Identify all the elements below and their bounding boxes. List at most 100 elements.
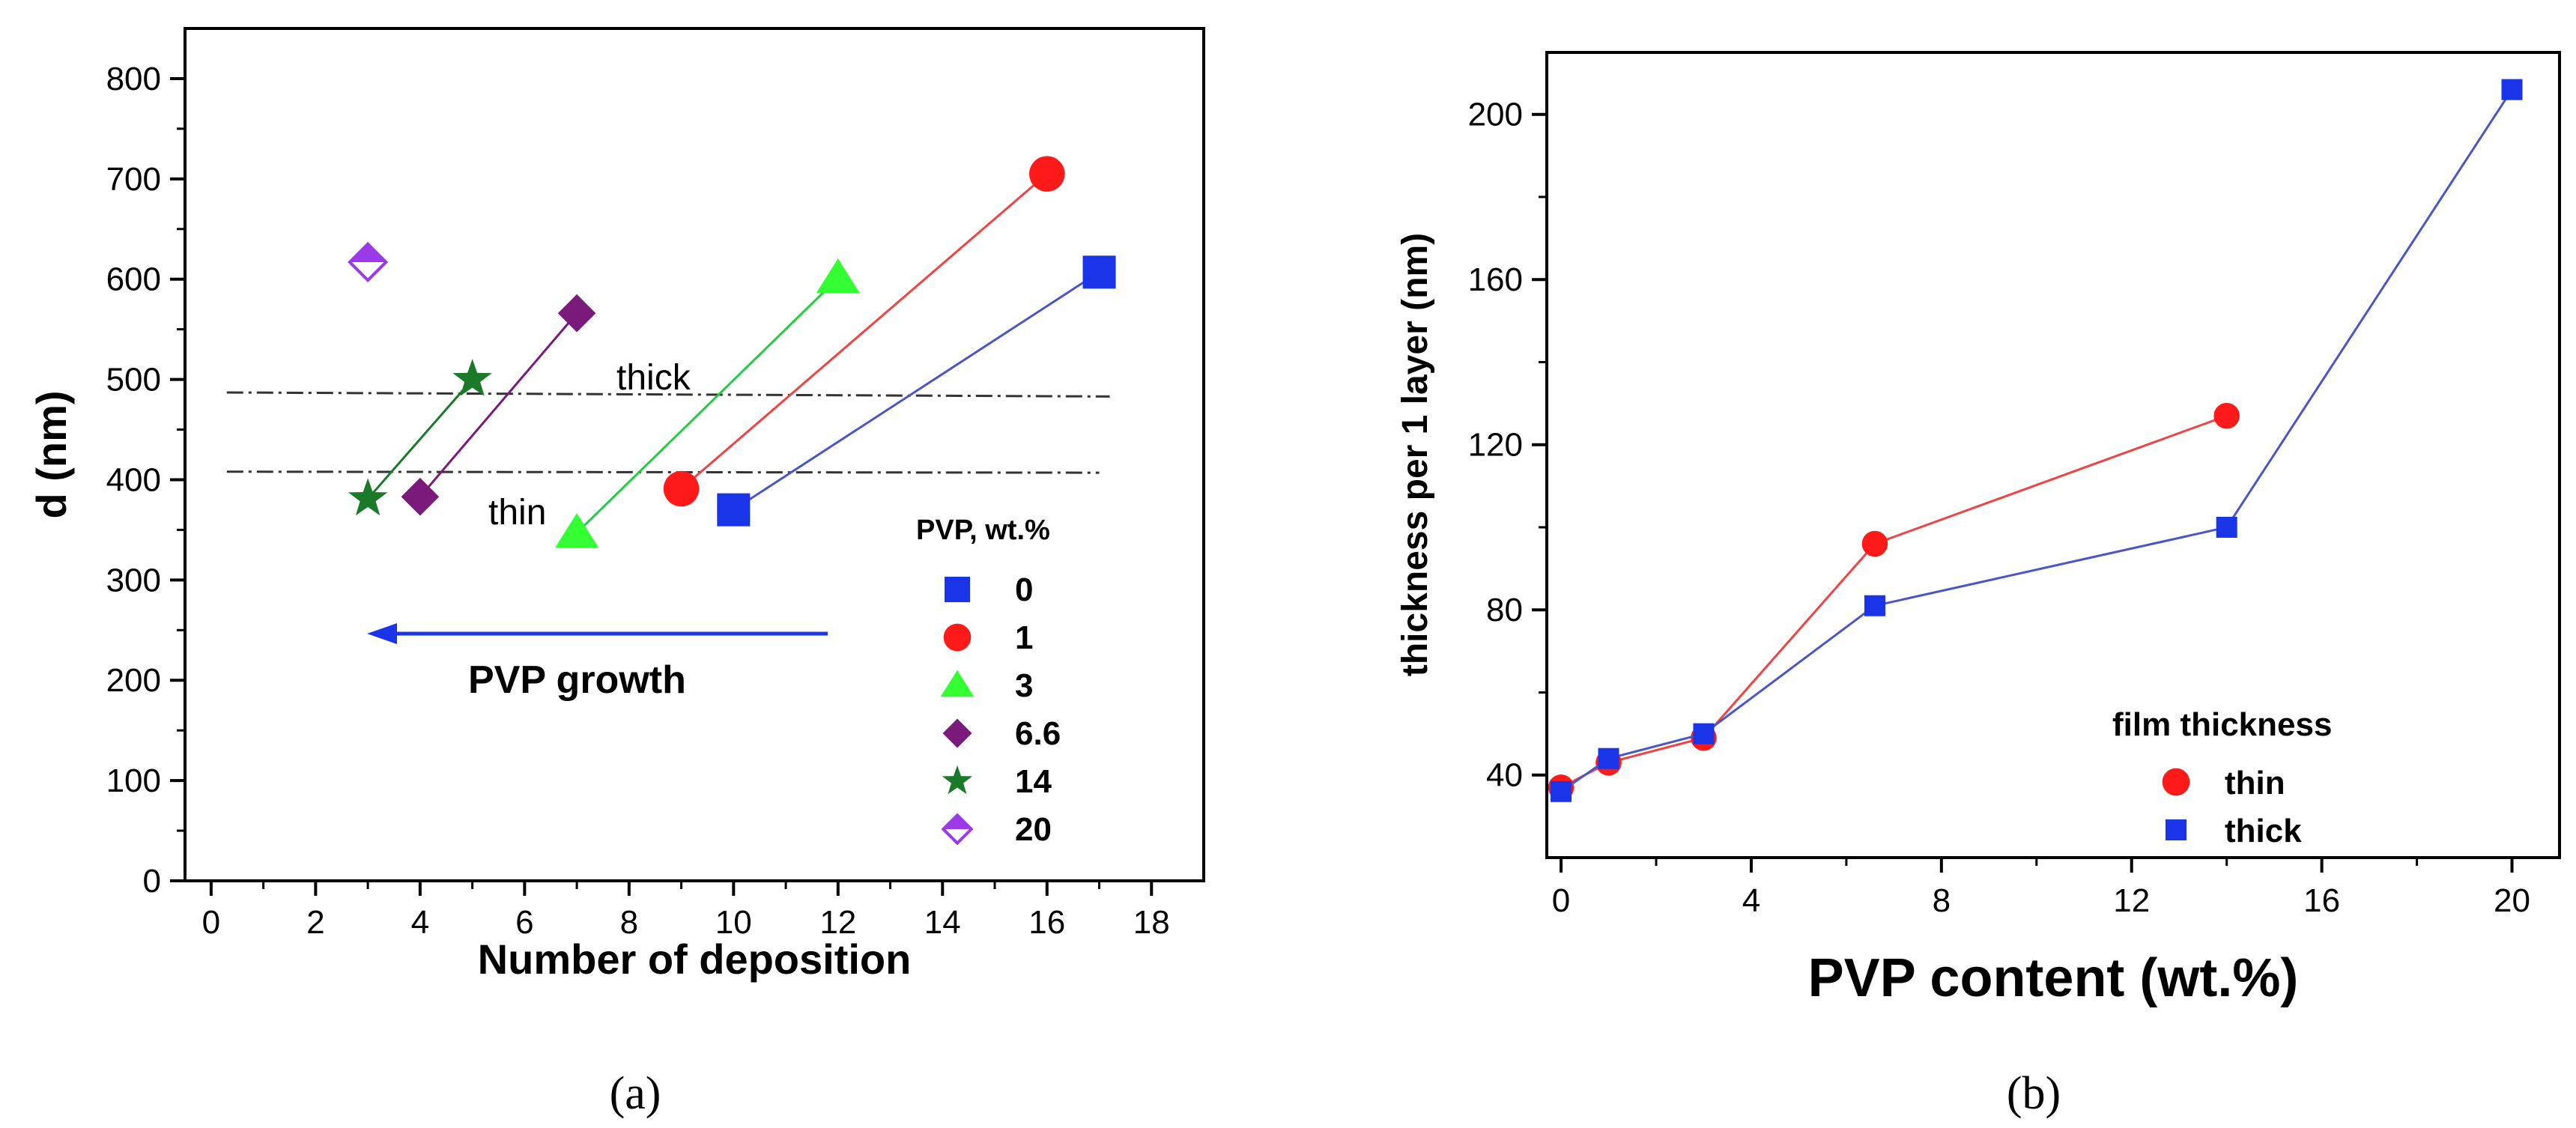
x-tick-label-b: 16: [2303, 882, 2340, 919]
data-point: [1598, 748, 1619, 769]
panel-a-y-axis-title: d (nm): [28, 390, 75, 518]
data-point: [2501, 79, 2523, 100]
panel-b-x-axis-title: PVP content (wt.%): [1808, 948, 2299, 1008]
panel-a-legend: 0 1 3 6.6 14 20: [940, 571, 1061, 848]
data-point: [663, 470, 700, 507]
thick-annotation: thick: [616, 358, 691, 398]
legend-marker-a: [942, 765, 973, 795]
data-point: [1029, 156, 1065, 192]
legend-label-a: 20: [1015, 811, 1052, 848]
legend-marker-b: [2166, 819, 2186, 840]
y-tick-label-a: 200: [106, 662, 161, 699]
y-tick-label-b: 200: [1468, 97, 1523, 133]
legend-marker-a: [941, 813, 974, 846]
series-line: [419, 312, 578, 498]
panel-b-caption: (b): [2007, 1068, 2061, 1119]
data-point: [555, 513, 599, 548]
panel-b-ticks: 0 4 8 12 16 20 40 80 120 160 200: [1468, 97, 2530, 919]
y-tick-label-b: 120: [1468, 427, 1523, 464]
legend-marker-a-outline: [941, 813, 974, 846]
series-a-1: [663, 156, 1065, 507]
series-a-0: [717, 255, 1116, 527]
panel-b: 0 4 8 12 16 20 40 80 120 160 200 film thickness th…: [1395, 51, 2561, 1119]
data-point: [717, 493, 751, 527]
legend-marker-a: [945, 577, 970, 602]
y-tick-label-a: 400: [106, 461, 161, 498]
data-point: [1551, 780, 1572, 802]
y-tick-label-b: 160: [1468, 261, 1523, 298]
series-a-6-6: [401, 294, 596, 516]
data-point: [1693, 723, 1715, 745]
y-tick-label-a: 300: [106, 562, 161, 598]
series-b-thick: [1551, 79, 2523, 802]
thin-reference-line: [226, 470, 1100, 474]
y-tick-label-b: 40: [1486, 757, 1523, 794]
panel-a-caption: (a): [610, 1068, 661, 1119]
x-tick-label-b: 20: [2494, 882, 2530, 919]
pvp-growth-arrow-head: [367, 623, 397, 644]
data-point: [1082, 255, 1116, 289]
thin-annotation: thin: [488, 493, 546, 533]
x-tick-label-a: 4: [411, 904, 429, 941]
data-point: [816, 258, 860, 294]
panel-a-frame: [184, 27, 1205, 882]
panel-b-series: [1548, 79, 2523, 802]
legend-label-b: thick: [2225, 813, 2302, 849]
x-tick-label-a: 12: [819, 904, 856, 941]
data-point: [2213, 402, 2240, 429]
x-tick-label-b: 4: [1742, 882, 1760, 919]
panel-b-legend-title: film thickness: [2112, 706, 2332, 743]
series-line: [1560, 88, 2513, 793]
y-tick-label-b: 80: [1486, 592, 1523, 628]
y-tick-label-a: 600: [106, 261, 161, 298]
pvp-growth-annotation: PVP growth: [468, 658, 686, 702]
legend-marker-a: [942, 718, 972, 748]
y-tick-label-a: 700: [106, 161, 161, 198]
legend-label-a: 3: [1015, 667, 1033, 704]
data-point: [401, 477, 440, 516]
data-point: [1861, 530, 1888, 557]
legend-label-b: thin: [2225, 765, 2285, 801]
legend-label-a: 6.6: [1015, 715, 1061, 752]
series-line: [733, 271, 1100, 511]
legend-label-a: 1: [1015, 619, 1033, 656]
data-point: [348, 478, 388, 516]
x-tick-label-b: 12: [2113, 882, 2150, 919]
x-tick-label-a: 8: [620, 904, 638, 941]
series-a-3: [555, 258, 860, 548]
series-line: [680, 172, 1048, 490]
panel-a-legend-title: PVP, wt.%: [916, 515, 1050, 546]
x-tick-label-a: 18: [1133, 904, 1170, 941]
panel-a-x-axis-title: Number of deposition: [478, 936, 912, 983]
y-tick-label-a: 500: [106, 362, 161, 398]
data-point: [557, 294, 596, 333]
data-point: [1864, 595, 1885, 616]
legend-label-a: 0: [1015, 571, 1033, 608]
thick-reference-line: [226, 391, 1110, 398]
data-point-fill: [349, 243, 387, 262]
data-point: [2216, 516, 2237, 538]
series-line: [576, 277, 839, 534]
y-tick-label-a: 800: [106, 61, 161, 97]
panel-a: 0 2 4 6 8 10 12 14 16 180100200300400500600700800…: [28, 27, 1205, 1119]
x-tick-label-a: 14: [924, 904, 961, 941]
panel-b-legend: thin thick: [2162, 765, 2302, 849]
series-a-14: [348, 359, 492, 516]
legend-marker-b: [2162, 768, 2190, 796]
panel-a-series: [348, 156, 1116, 548]
x-tick-label-a: 2: [306, 904, 324, 941]
panel-b-y-axis-title: thickness per 1 layer (nm): [1395, 233, 1435, 676]
data-point: [452, 359, 492, 396]
data-point-outline: [348, 241, 389, 282]
y-tick-label-a: 0: [143, 863, 161, 900]
data-point: [348, 241, 389, 282]
panel-b-frame: [1545, 51, 2561, 859]
y-tick-label-a: 100: [106, 762, 161, 799]
series-line: [366, 378, 473, 500]
x-tick-label-b: 0: [1552, 882, 1570, 919]
x-tick-label-b: 8: [1933, 882, 1951, 919]
legend-marker-a: [940, 670, 975, 697]
series-a-20: [348, 241, 389, 282]
legend-marker-a: [943, 623, 972, 652]
